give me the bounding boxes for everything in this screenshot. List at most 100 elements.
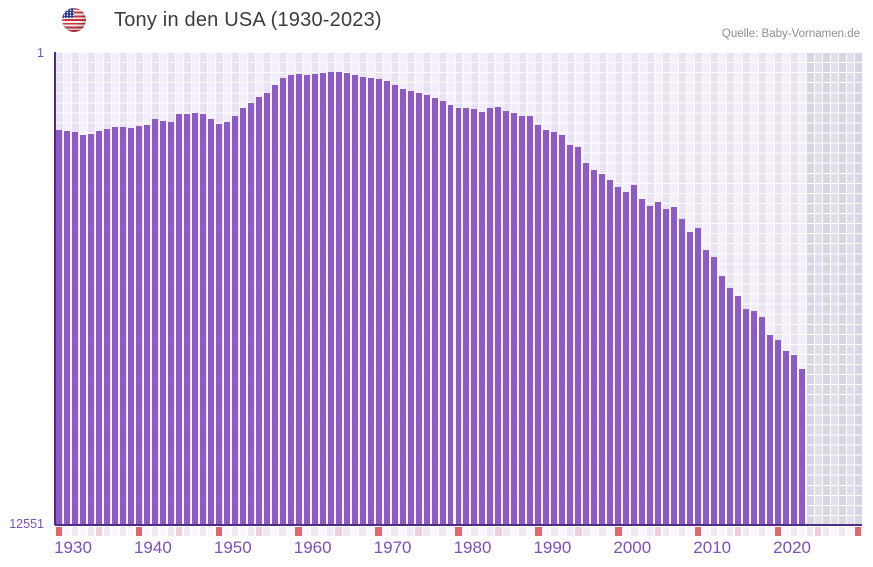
bar-2015[interactable] (735, 296, 742, 525)
bar-1982[interactable] (471, 108, 478, 525)
bar-1953[interactable] (239, 107, 246, 525)
bar-1943[interactable] (159, 121, 166, 525)
tick-cell-1947 (191, 527, 199, 536)
bar-2012[interactable] (711, 256, 718, 525)
bar-1995[interactable] (575, 147, 582, 525)
bar-1994[interactable] (567, 145, 574, 525)
bar-2021[interactable] (783, 350, 790, 525)
bar-1932[interactable] (71, 131, 78, 525)
bar-1977[interactable] (431, 98, 438, 525)
bar-2008[interactable] (679, 219, 686, 525)
bar-1996[interactable] (583, 163, 590, 525)
grid-column-2024 (806, 52, 815, 525)
bar-1989[interactable] (527, 116, 534, 525)
grid-column-2026 (822, 52, 831, 525)
bar-1930[interactable] (56, 130, 62, 525)
bar-2016[interactable] (743, 308, 750, 525)
bar-1966[interactable] (343, 73, 350, 525)
bar-1971[interactable] (383, 80, 390, 525)
bar-1972[interactable] (391, 85, 398, 525)
bar-1935[interactable] (95, 131, 102, 525)
bar-1944[interactable] (167, 122, 174, 525)
bar-1999[interactable] (607, 179, 614, 525)
bar-1939[interactable] (127, 128, 134, 525)
bar-2006[interactable] (663, 208, 670, 525)
bar-2018[interactable] (759, 316, 766, 525)
bar-1947[interactable] (191, 113, 198, 525)
bar-2022[interactable] (791, 355, 798, 525)
bar-1980[interactable] (455, 107, 462, 525)
bar-1942[interactable] (151, 119, 158, 525)
bar-1987[interactable] (511, 112, 518, 525)
bar-2013[interactable] (719, 276, 726, 525)
bar-1992[interactable] (551, 132, 558, 525)
bar-1955[interactable] (255, 96, 262, 525)
bar-1946[interactable] (183, 113, 190, 525)
tick-cell-2009 (686, 527, 694, 536)
bar-1960[interactable] (295, 74, 302, 525)
bar-2009[interactable] (687, 232, 694, 525)
bar-1970[interactable] (375, 78, 382, 525)
bar-1954[interactable] (247, 103, 254, 525)
bar-1965[interactable] (335, 71, 342, 525)
bar-2005[interactable] (655, 201, 662, 525)
bar-2014[interactable] (727, 288, 734, 525)
bar-2019[interactable] (767, 334, 774, 525)
bar-2001[interactable] (623, 192, 630, 525)
bar-1986[interactable] (503, 111, 510, 525)
bar-2023[interactable] (799, 368, 806, 525)
bar-1937[interactable] (111, 127, 118, 525)
bar-2011[interactable] (703, 250, 710, 525)
bar-1973[interactable] (399, 88, 406, 525)
bar-1933[interactable] (79, 134, 86, 525)
bar-2010[interactable] (695, 228, 702, 525)
bar-2003[interactable] (639, 198, 646, 525)
bar-1998[interactable] (599, 174, 606, 525)
bar-1979[interactable] (447, 105, 454, 525)
bar-1956[interactable] (263, 93, 270, 525)
bar-1948[interactable] (199, 113, 206, 525)
bar-1958[interactable] (279, 78, 286, 525)
bar-2007[interactable] (671, 207, 678, 525)
bar-1985[interactable] (495, 106, 502, 525)
bar-1938[interactable] (119, 127, 126, 525)
bar-1993[interactable] (559, 134, 566, 525)
bar-1961[interactable] (303, 74, 310, 525)
bar-2004[interactable] (647, 206, 654, 525)
bar-1988[interactable] (519, 116, 526, 525)
bar-1981[interactable] (463, 107, 470, 525)
bar-1969[interactable] (367, 77, 374, 525)
bar-2020[interactable] (775, 340, 782, 525)
bar-1934[interactable] (87, 133, 94, 525)
bar-1931[interactable] (63, 131, 70, 525)
bar-1964[interactable] (327, 72, 334, 525)
bar-1968[interactable] (359, 76, 366, 525)
bar-2002[interactable] (631, 184, 638, 525)
bar-1941[interactable] (143, 124, 150, 525)
bar-1983[interactable] (479, 111, 486, 525)
bar-1945[interactable] (175, 113, 182, 525)
bar-1967[interactable] (351, 75, 358, 525)
bar-1936[interactable] (103, 129, 110, 525)
x-axis-baseline (55, 524, 862, 526)
bar-1991[interactable] (543, 130, 550, 525)
bar-1997[interactable] (591, 169, 598, 525)
bar-1984[interactable] (487, 107, 494, 525)
bar-1959[interactable] (287, 75, 294, 525)
bar-1962[interactable] (311, 74, 318, 525)
bar-1963[interactable] (319, 73, 326, 525)
bar-1976[interactable] (423, 94, 430, 525)
bar-1950[interactable] (215, 123, 222, 525)
bar-2017[interactable] (751, 311, 758, 525)
bar-1957[interactable] (271, 85, 278, 525)
bar-1952[interactable] (231, 116, 238, 525)
bar-1978[interactable] (439, 101, 446, 525)
bar-1951[interactable] (223, 121, 230, 525)
tick-cell-1935 (95, 527, 103, 536)
bar-1990[interactable] (535, 124, 542, 525)
bar-1949[interactable] (207, 119, 214, 525)
bar-1940[interactable] (135, 125, 142, 525)
bar-1974[interactable] (407, 90, 414, 525)
bar-1975[interactable] (415, 92, 422, 525)
bar-2000[interactable] (615, 186, 622, 525)
